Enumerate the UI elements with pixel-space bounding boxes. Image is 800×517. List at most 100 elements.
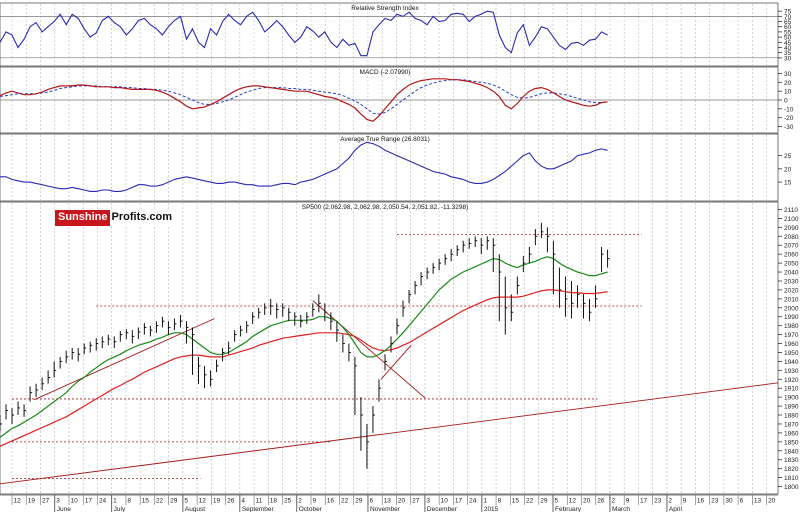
ytick-label-1-2: -10 — [784, 106, 794, 113]
xtick-label-2: 27 — [42, 498, 50, 505]
xtick-label-34: 8 — [498, 498, 502, 505]
panel-frame-0 — [0, 2, 779, 67]
ytick-label-3-10: 1900 — [784, 395, 799, 402]
xtick-label-11: 29 — [170, 498, 178, 505]
xtick-label-10: 22 — [156, 498, 164, 505]
xtick-label-48: 16 — [697, 498, 705, 505]
month-label-10: April — [669, 506, 683, 512]
trend-line-2 — [312, 300, 426, 399]
ytick-label-0-6: 60 — [784, 24, 792, 31]
xtick-label-22: 16 — [327, 498, 335, 505]
xtick-label-29: 3 — [426, 498, 430, 505]
ytick-label-3-6: 1860 — [784, 430, 799, 437]
xtick-label-45: 23 — [654, 498, 662, 505]
xtick-label-30: 10 — [441, 498, 449, 505]
ytick-label-3-22: 2020 — [784, 287, 799, 294]
ytick-label-3-0: 1800 — [784, 484, 799, 491]
ytick-label-1-1: -20 — [784, 115, 794, 122]
ytick-label-3-17: 1970 — [784, 332, 799, 339]
xtick-label-50: 30 — [725, 498, 733, 505]
xtick-label-12: 5 — [184, 498, 188, 505]
ytick-label-3-11: 1910 — [784, 386, 799, 393]
xtick-label-38: 5 — [555, 498, 559, 505]
xtick-label-0: 12 — [14, 498, 22, 505]
ytick-label-3-26: 2060 — [784, 252, 799, 259]
xtick-label-14: 19 — [213, 498, 221, 505]
ytick-label-3-16: 1960 — [784, 341, 799, 348]
panel-title-2: Average True Range (26.8031) — [340, 136, 430, 143]
ytick-label-3-7: 1870 — [784, 421, 799, 428]
ytick-label-3-8: 1880 — [784, 413, 799, 420]
month-label-1: July — [114, 506, 126, 512]
xtick-label-16: 4 — [241, 498, 245, 505]
ytick-label-2-2: 25 — [784, 153, 792, 160]
month-label-7: 2015 — [484, 506, 499, 512]
ytick-label-3-12: 1920 — [784, 377, 799, 384]
panel-frame-3 — [0, 201, 779, 495]
ytick-label-1-0: -30 — [784, 124, 794, 131]
ytick-label-3-20: 2000 — [784, 305, 799, 312]
xtick-label-46: 2 — [668, 498, 672, 505]
xtick-label-40: 20 — [583, 498, 591, 505]
ytick-label-3-14: 1940 — [784, 359, 799, 366]
atr-line — [0, 141, 608, 192]
month-label-6: December — [427, 506, 458, 512]
xtick-label-41: 26 — [597, 498, 605, 505]
xtick-label-31: 17 — [455, 498, 463, 505]
ytick-label-1-3: 0 — [784, 98, 788, 105]
ytick-label-3-30: 2100 — [784, 216, 799, 223]
ytick-label-0-8: 70 — [784, 14, 792, 21]
xtick-label-36: 22 — [526, 498, 534, 505]
panel-title-1: MACD (-2.07990) — [360, 69, 411, 76]
ytick-label-0-9: 75 — [784, 9, 792, 16]
xtick-label-44: 17 — [640, 498, 648, 505]
ytick-label-3-23: 2030 — [784, 278, 799, 285]
ytick-label-3-24: 2040 — [784, 270, 799, 277]
xtick-label-43: 9 — [626, 498, 630, 505]
ytick-label-3-31: 2110 — [784, 207, 798, 214]
xtick-label-47: 9 — [683, 498, 687, 505]
xtick-label-8: 8 — [127, 498, 131, 505]
xtick-label-49: 23 — [711, 498, 719, 505]
ytick-label-3-13: 1930 — [784, 368, 799, 375]
ytick-label-0-5: 55 — [784, 29, 792, 36]
xtick-label-24: 29 — [355, 498, 363, 505]
logo: Sunshine Profits.com — [55, 210, 176, 226]
ytick-label-3-21: 2010 — [784, 296, 799, 303]
ytick-label-3-28: 2080 — [784, 234, 799, 241]
xtick-label-21: 9 — [312, 498, 316, 505]
month-label-8: February — [555, 506, 582, 512]
xtick-label-51: 6 — [740, 498, 744, 505]
xtick-label-13: 12 — [199, 498, 207, 505]
logo-text-profits: Profits.com — [109, 210, 176, 226]
trend-line-0 — [0, 382, 779, 485]
month-label-3: September — [242, 506, 275, 512]
xtick-label-4: 10 — [70, 498, 78, 505]
ma-long-line — [0, 289, 608, 447]
xtick-label-28: 27 — [412, 498, 420, 505]
month-label-5: November — [370, 506, 401, 512]
xtick-label-15: 26 — [227, 498, 235, 505]
xtick-label-33: 1 — [483, 498, 487, 505]
ytick-label-0-7: 65 — [784, 19, 792, 26]
xtick-label-7: 1 — [113, 498, 117, 505]
xtick-label-52: 13 — [754, 498, 762, 505]
xtick-label-17: 11 — [256, 498, 263, 505]
macd-line — [0, 78, 608, 122]
ytick-label-3-9: 1890 — [784, 404, 799, 411]
xtick-label-39: 12 — [569, 498, 577, 505]
panel-frame-2 — [0, 133, 779, 202]
month-label-0: June — [57, 506, 71, 512]
xtick-label-32: 24 — [469, 498, 477, 505]
ma-short-line — [0, 256, 608, 438]
ytick-label-3-25: 2050 — [784, 261, 799, 268]
ytick-label-1-4: 10 — [784, 89, 792, 96]
xtick-label-5: 17 — [85, 498, 93, 505]
xtick-label-26: 13 — [384, 498, 392, 505]
ytick-label-1-6: 30 — [784, 71, 792, 78]
xtick-label-20: 2 — [298, 498, 302, 505]
month-label-2: August — [185, 506, 205, 512]
xtick-label-37: 29 — [540, 498, 548, 505]
ytick-label-3-15: 1950 — [784, 350, 799, 357]
